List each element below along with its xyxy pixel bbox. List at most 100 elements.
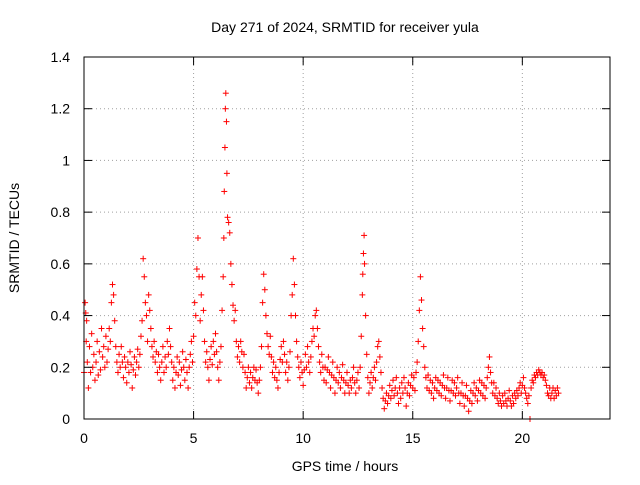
data-point <box>344 369 350 376</box>
data-point <box>180 364 187 371</box>
data-point <box>391 392 398 399</box>
data-point <box>194 235 201 241</box>
data-point <box>353 377 360 384</box>
data-point <box>186 364 193 371</box>
data-point <box>201 338 208 345</box>
data-point <box>269 369 276 376</box>
data-point <box>335 379 342 386</box>
data-point <box>165 351 172 358</box>
data-point <box>268 353 275 360</box>
data-point <box>205 377 212 384</box>
data-point <box>362 312 369 319</box>
data-point <box>253 366 260 373</box>
data-point <box>444 374 451 381</box>
data-point <box>236 359 243 366</box>
data-point <box>390 377 397 384</box>
data-point <box>84 359 91 366</box>
data-point <box>159 343 166 350</box>
data-point <box>191 299 198 306</box>
data-point <box>124 359 131 366</box>
data-point <box>135 364 142 371</box>
data-point <box>490 379 497 386</box>
data-point <box>240 351 247 358</box>
data-point <box>318 351 325 358</box>
data-point <box>529 377 536 384</box>
data-point <box>215 377 222 384</box>
data-point <box>182 356 189 363</box>
data-point <box>327 384 334 391</box>
data-point <box>290 255 297 262</box>
data-point <box>323 379 330 386</box>
data-point <box>465 408 472 415</box>
y-tick-label: 0.6 <box>51 256 71 272</box>
data-point <box>300 382 307 389</box>
data-point <box>336 369 343 376</box>
data-point <box>198 291 205 298</box>
data-point <box>354 369 361 376</box>
data-point <box>377 369 384 376</box>
data-point <box>189 359 196 366</box>
data-point <box>259 299 266 306</box>
data-point <box>356 384 363 391</box>
data-point <box>304 343 311 350</box>
data-point <box>365 390 372 397</box>
data-point <box>535 366 542 373</box>
data-point <box>487 369 494 376</box>
data-point <box>296 374 303 381</box>
data-point <box>108 299 115 306</box>
data-point <box>104 359 111 366</box>
data-point <box>152 359 159 366</box>
data-point <box>501 390 508 397</box>
data-point <box>90 351 97 358</box>
data-point <box>281 351 288 358</box>
data-point <box>219 307 226 314</box>
data-point <box>203 348 210 355</box>
data-point <box>386 382 393 389</box>
data-point <box>276 369 283 376</box>
data-point <box>410 374 417 381</box>
data-point <box>447 397 454 404</box>
data-point <box>98 325 105 332</box>
data-point <box>113 359 120 366</box>
data-point <box>245 364 252 371</box>
data-point <box>265 343 272 350</box>
data-point <box>157 377 164 384</box>
data-point <box>221 188 228 195</box>
data-point <box>82 299 89 306</box>
data-point <box>454 374 461 381</box>
data-point <box>120 374 127 381</box>
data-point <box>507 397 514 404</box>
y-tick-label: 0.2 <box>51 359 71 375</box>
data-point <box>402 384 409 391</box>
data-point <box>184 369 191 376</box>
data-point <box>361 260 368 267</box>
data-point <box>395 400 402 407</box>
data-point <box>471 379 478 386</box>
data-point <box>216 359 223 366</box>
data-point <box>204 364 211 371</box>
data-point <box>485 364 492 371</box>
data-point <box>283 359 290 366</box>
data-point <box>190 333 197 340</box>
data-point <box>193 266 200 273</box>
data-point <box>224 214 231 221</box>
data-point <box>258 343 265 350</box>
data-point <box>176 359 183 366</box>
data-point <box>91 377 98 384</box>
data-point <box>158 359 165 366</box>
data-point <box>267 333 274 340</box>
data-point <box>291 281 298 288</box>
data-point <box>374 343 381 350</box>
data-point <box>413 369 420 376</box>
data-point <box>225 219 232 226</box>
data-point <box>388 387 395 394</box>
data-point <box>358 333 365 340</box>
data-point <box>369 384 376 391</box>
data-point <box>379 384 386 391</box>
data-point <box>257 364 264 371</box>
data-point <box>243 384 250 391</box>
data-point <box>543 382 550 389</box>
data-point <box>188 338 195 345</box>
data-point <box>352 390 359 397</box>
